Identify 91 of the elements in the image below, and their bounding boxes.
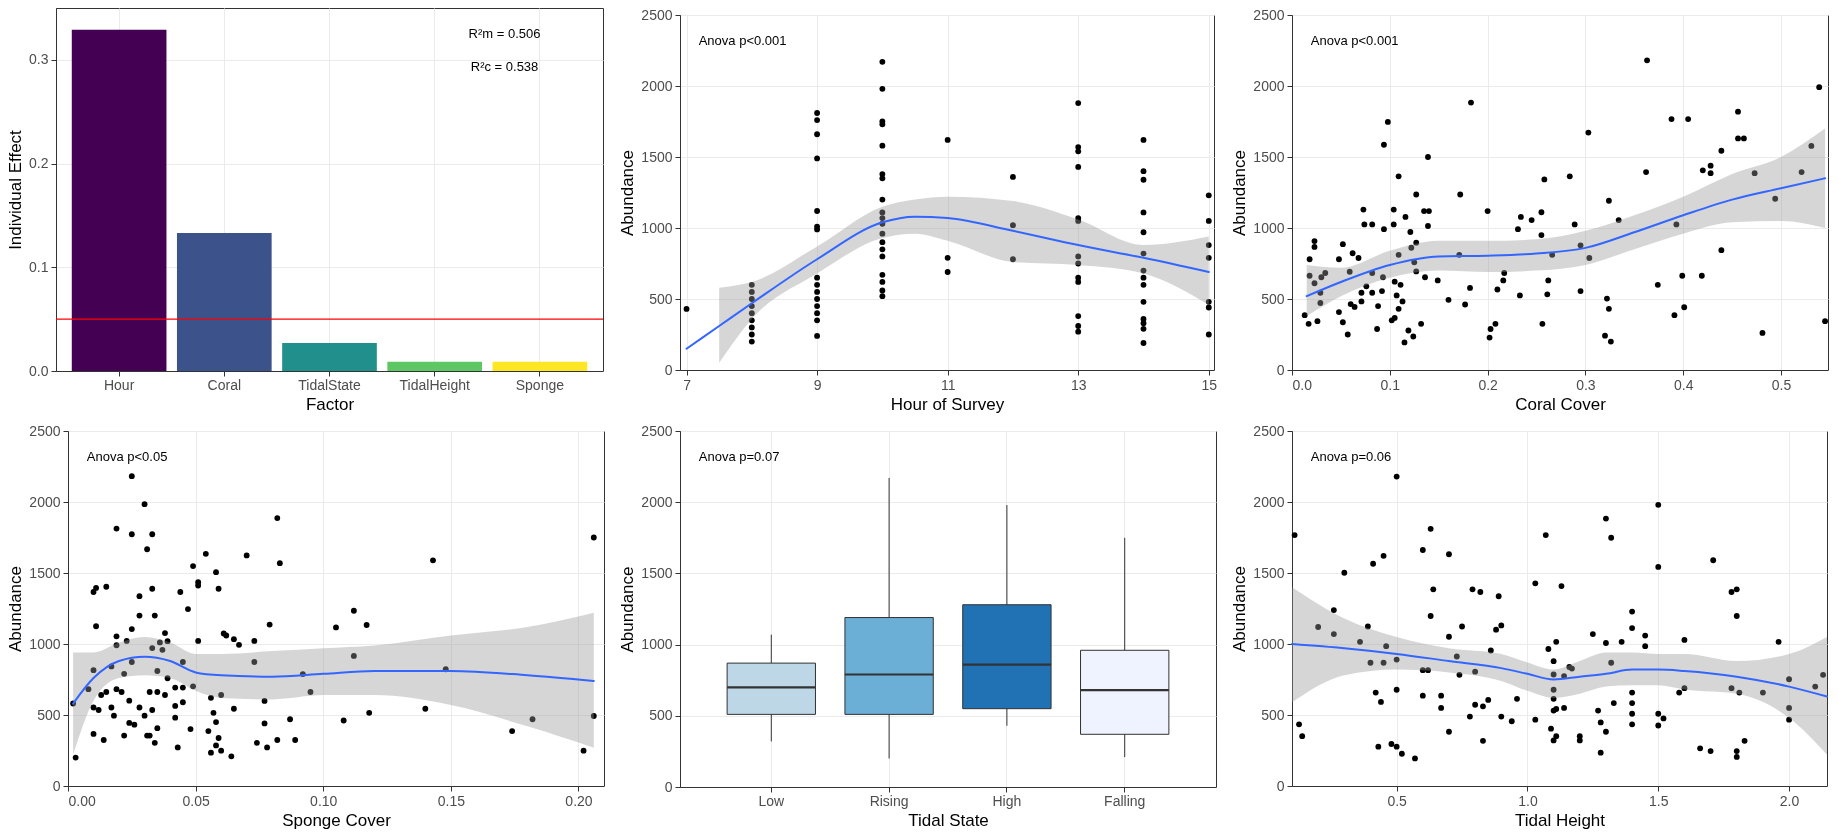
x-tick-label: 0.0 [1292, 376, 1313, 393]
y-tick-label: 1000 [1253, 219, 1285, 236]
y-tick-label: 2500 [641, 6, 673, 23]
y-tick-label: 1500 [1253, 564, 1285, 581]
x-axis-title: Factor [305, 394, 355, 414]
y-tick-label: 0.3 [29, 51, 49, 68]
annotation: Anova p=0.06 [1310, 449, 1392, 464]
y-tick-label: 500 [649, 290, 673, 307]
line-series [1291, 643, 1828, 698]
x-tick-label: 0.5 [1387, 792, 1408, 809]
y-tick-label: 0.2 [29, 155, 49, 172]
x-tick-label: High [992, 792, 1022, 809]
y-axis-title: Abundance [618, 149, 638, 237]
line-series [72, 655, 595, 705]
annotation: Anova p<0.001 [1310, 33, 1399, 48]
x-tick-label: 11 [940, 376, 956, 393]
x-tick-label: 0.00 [68, 792, 96, 809]
annotation: R²c = 0.538 [470, 59, 539, 74]
x-tick-label: 9 [813, 376, 822, 393]
line-series [685, 215, 1210, 350]
x-tick-label: 15 [1201, 376, 1218, 393]
x-tick-label: Coral [207, 376, 242, 393]
annotation: Anova p=0.07 [698, 449, 780, 464]
x-tick-label: TidalHeight [399, 376, 470, 393]
y-tick-label: 0.1 [29, 258, 49, 275]
x-tick-label: 0.3 [1576, 376, 1596, 393]
x-tick-label: 7 [683, 376, 692, 393]
y-tick-label: 0 [664, 778, 673, 795]
x-tick-label: 1.5 [1649, 792, 1669, 809]
bar [282, 343, 377, 371]
y-tick-label: 2500 [641, 422, 673, 439]
y-tick-label: 0 [1276, 361, 1285, 378]
x-tick-label: 13 [1070, 376, 1087, 393]
x-tick-label: Falling [1104, 792, 1146, 809]
y-tick-label: 1000 [1253, 635, 1285, 652]
y-tick-label: 2000 [641, 77, 673, 94]
x-tick-label: 2.0 [1779, 792, 1800, 809]
y-tick-label: 0 [1276, 777, 1285, 794]
x-tick-label: 0.2 [1478, 376, 1499, 393]
x-tick-label: Low [758, 792, 786, 809]
x-tick-label: 0.10 [310, 792, 338, 809]
x-axis-title: Tidal State [908, 810, 989, 830]
y-tick-label: 500 [649, 707, 673, 724]
x-tick-label: 0.5 [1771, 376, 1792, 393]
y-tick-label: 2000 [641, 493, 673, 510]
x-tick-label: Hour [103, 376, 135, 393]
y-tick-label: 2500 [1253, 422, 1285, 439]
y-tick-label: 500 [1261, 706, 1285, 723]
y-tick-label: 0 [664, 361, 673, 378]
y-tick-label: 1500 [641, 148, 673, 165]
y-tick-label: 0 [52, 777, 61, 794]
y-tick-label: 1000 [641, 636, 673, 653]
y-axis-title: Abundance [1230, 149, 1250, 237]
x-tick-label: 0.05 [182, 792, 210, 809]
x-axis-title: Hour of Survey [890, 394, 1005, 414]
y-tick-label: 2500 [1253, 6, 1285, 23]
bar [492, 361, 588, 371]
y-tick-label: 1500 [29, 564, 61, 581]
y-tick-label: 2000 [29, 493, 61, 510]
x-tick-label: 0.20 [565, 792, 593, 809]
y-axis-title: Abundance [6, 565, 26, 653]
y-axis-title: Individual Effect [6, 129, 26, 250]
x-axis-title: Tidal Height [1514, 810, 1606, 830]
x-tick-label: 0.15 [437, 792, 466, 809]
annotation: Anova p<0.05 [86, 449, 168, 464]
x-tick-label: Sponge [515, 376, 565, 393]
y-axis-title: Abundance [1230, 565, 1250, 653]
y-tick-label: 2000 [1253, 493, 1285, 510]
y-tick-label: 2500 [29, 422, 61, 439]
x-tick-label: TidalState [298, 376, 361, 393]
x-tick-label: 0.1 [1380, 376, 1401, 393]
y-tick-label: 1000 [29, 635, 61, 652]
line-series [1305, 177, 1827, 298]
y-tick-label: 500 [1261, 290, 1285, 307]
x-tick-label: 1.0 [1518, 792, 1538, 809]
y-tick-label: 1500 [1253, 148, 1285, 165]
bar [387, 361, 483, 371]
x-axis-title: Coral Cover [1515, 394, 1607, 414]
y-tick-label: 0.0 [29, 362, 49, 379]
y-tick-label: 1000 [641, 219, 673, 236]
y-tick-label: 2000 [1253, 77, 1285, 94]
bar [176, 233, 272, 371]
annotation: R²m = 0.506 [468, 26, 541, 41]
x-tick-label: 0.4 [1674, 376, 1694, 393]
y-axis-title: Abundance [618, 566, 638, 653]
annotation: Anova p<0.001 [698, 33, 787, 48]
x-axis-title: Sponge Cover [282, 810, 392, 830]
y-tick-label: 1500 [641, 564, 673, 581]
bar [71, 29, 167, 371]
y-tick-label: 500 [37, 706, 61, 723]
x-tick-label: Rising [869, 792, 909, 809]
